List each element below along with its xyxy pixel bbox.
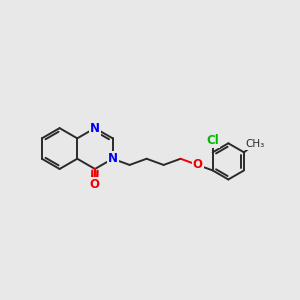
- Text: O: O: [89, 178, 99, 190]
- Text: Cl: Cl: [206, 134, 219, 147]
- Text: N: N: [108, 152, 118, 165]
- Text: O: O: [193, 158, 202, 171]
- Text: CH₃: CH₃: [245, 139, 265, 149]
- Text: N: N: [90, 122, 100, 135]
